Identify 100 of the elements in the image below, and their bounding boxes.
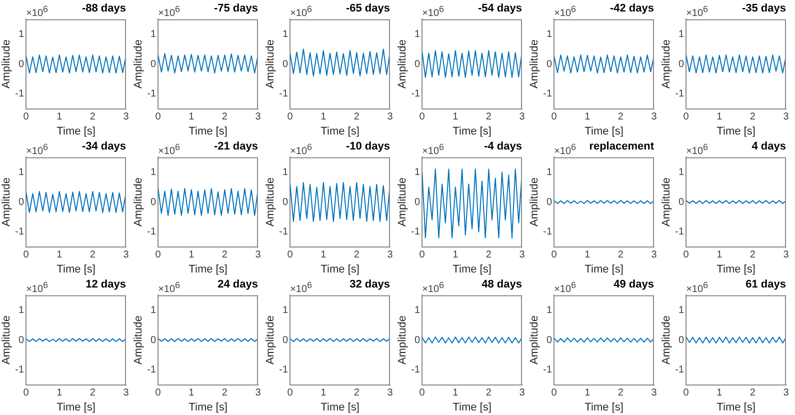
y-tick-label: 1: [282, 304, 289, 316]
y-tick-label: 1: [414, 166, 421, 178]
x-tick-label: 2: [486, 112, 492, 123]
y-tick-label: 0: [414, 196, 421, 208]
chart-title: -75 days: [214, 2, 258, 15]
y-tick-label: -1: [411, 226, 421, 238]
y-axis-title: Amplitude: [0, 316, 13, 364]
x-tick-label: 2: [618, 250, 624, 261]
x-tick-label: 2: [618, 112, 624, 123]
y-axis-title: Amplitude: [264, 316, 277, 364]
y-tick-label: -1: [279, 364, 289, 376]
chart-title: -42 days: [610, 2, 654, 15]
x-tick-label: 3: [519, 250, 526, 261]
x-tick-label: 3: [519, 112, 526, 123]
x-tick-label: 1: [452, 250, 459, 261]
x-axis-title: Time [s]: [716, 125, 756, 138]
x-tick-label: 2: [90, 250, 96, 261]
x-tick-label: 3: [651, 250, 658, 261]
x-tick-label: 3: [123, 112, 130, 123]
y-tick-label: 0: [150, 196, 157, 208]
x-tick-label: 1: [452, 388, 459, 399]
x-tick-label: 1: [320, 112, 327, 123]
y-axis-title: Amplitude: [396, 316, 409, 364]
x-tick-label: 1: [716, 250, 723, 261]
x-axis-title: Time [s]: [320, 125, 360, 138]
y-tick-label: 0: [282, 196, 289, 208]
y-tick-label: -1: [543, 364, 553, 376]
x-tick-label: 3: [387, 388, 394, 399]
y-tick-label: -1: [411, 88, 421, 100]
x-tick-label: 1: [56, 112, 63, 123]
x-tick-label: 1: [56, 250, 63, 261]
y-tick-label: 1: [150, 166, 157, 178]
x-tick-label: 3: [255, 112, 262, 123]
x-tick-label: 2: [618, 388, 624, 399]
x-axis-title: Time [s]: [584, 263, 624, 276]
y-tick-label: 0: [282, 334, 289, 346]
y-tick-label: 0: [678, 196, 685, 208]
y-tick-label: 0: [546, 334, 553, 346]
x-tick-label: 3: [651, 112, 658, 123]
y-axis-title: Amplitude: [264, 40, 277, 88]
y-tick-label: -1: [147, 226, 157, 238]
y-axis-title: Amplitude: [528, 40, 541, 88]
chart-title: -4 days: [484, 140, 522, 153]
y-tick-label: 0: [546, 58, 553, 70]
x-axis-title: Time [s]: [56, 263, 96, 276]
chart-title: replacement: [589, 140, 654, 153]
x-tick-label: 1: [716, 388, 723, 399]
x-tick-label: 3: [783, 112, 790, 123]
y-tick-label: -1: [147, 88, 157, 100]
x-axis-title: Time [s]: [188, 125, 228, 138]
y-tick-label: 0: [150, 58, 157, 70]
y-axis-title: Amplitude: [660, 316, 673, 364]
x-axis-title: Time [s]: [584, 401, 624, 414]
y-axis-title: Amplitude: [132, 40, 145, 88]
x-axis-title: Time [s]: [716, 401, 756, 414]
y-axis-title: Amplitude: [660, 40, 673, 88]
x-tick-label: 3: [651, 388, 658, 399]
x-tick-label: 2: [354, 112, 360, 123]
y-tick-label: 1: [18, 166, 25, 178]
chart-title: -21 days: [214, 140, 258, 153]
chart-title: 24 days: [218, 278, 258, 291]
chart-title: 49 days: [614, 278, 654, 291]
x-tick-label: 2: [750, 250, 756, 261]
chart-title: 12 days: [86, 278, 126, 291]
chart-title: -10 days: [346, 140, 390, 153]
y-tick-label: 0: [150, 334, 157, 346]
y-tick-label: -1: [675, 88, 685, 100]
y-tick-label: 1: [546, 166, 553, 178]
y-axis-title: Amplitude: [0, 178, 13, 226]
y-tick-label: 1: [18, 28, 25, 40]
y-tick-label: -1: [279, 226, 289, 238]
x-tick-label: 3: [387, 112, 394, 123]
x-tick-label: 1: [188, 250, 195, 261]
y-tick-label: 1: [414, 28, 421, 40]
y-tick-label: -1: [675, 226, 685, 238]
y-tick-label: -1: [147, 364, 157, 376]
y-tick-label: 0: [414, 58, 421, 70]
x-tick-label: 3: [123, 388, 130, 399]
y-tick-label: 1: [282, 166, 289, 178]
x-axis-title: Time [s]: [56, 125, 96, 138]
y-tick-label: 1: [150, 304, 157, 316]
y-tick-label: 0: [18, 334, 25, 346]
chart-title: -34 days: [82, 140, 126, 153]
chart-title: 32 days: [350, 278, 390, 291]
x-tick-label: 1: [188, 388, 195, 399]
chart-title: -35 days: [742, 2, 786, 15]
x-tick-label: 3: [123, 250, 130, 261]
y-tick-label: -1: [543, 226, 553, 238]
y-tick-label: 1: [282, 28, 289, 40]
x-tick-label: 1: [320, 388, 327, 399]
y-tick-label: -1: [675, 364, 685, 376]
x-axis-title: Time [s]: [188, 401, 228, 414]
x-tick-label: 2: [222, 250, 228, 261]
y-tick-label: 0: [18, 58, 25, 70]
x-tick-label: 2: [90, 388, 96, 399]
y-tick-label: 0: [18, 196, 25, 208]
chart-title: -54 days: [478, 2, 522, 15]
y-tick-label: 1: [150, 28, 157, 40]
x-tick-label: 1: [716, 112, 723, 123]
x-axis-title: Time [s]: [584, 125, 624, 138]
